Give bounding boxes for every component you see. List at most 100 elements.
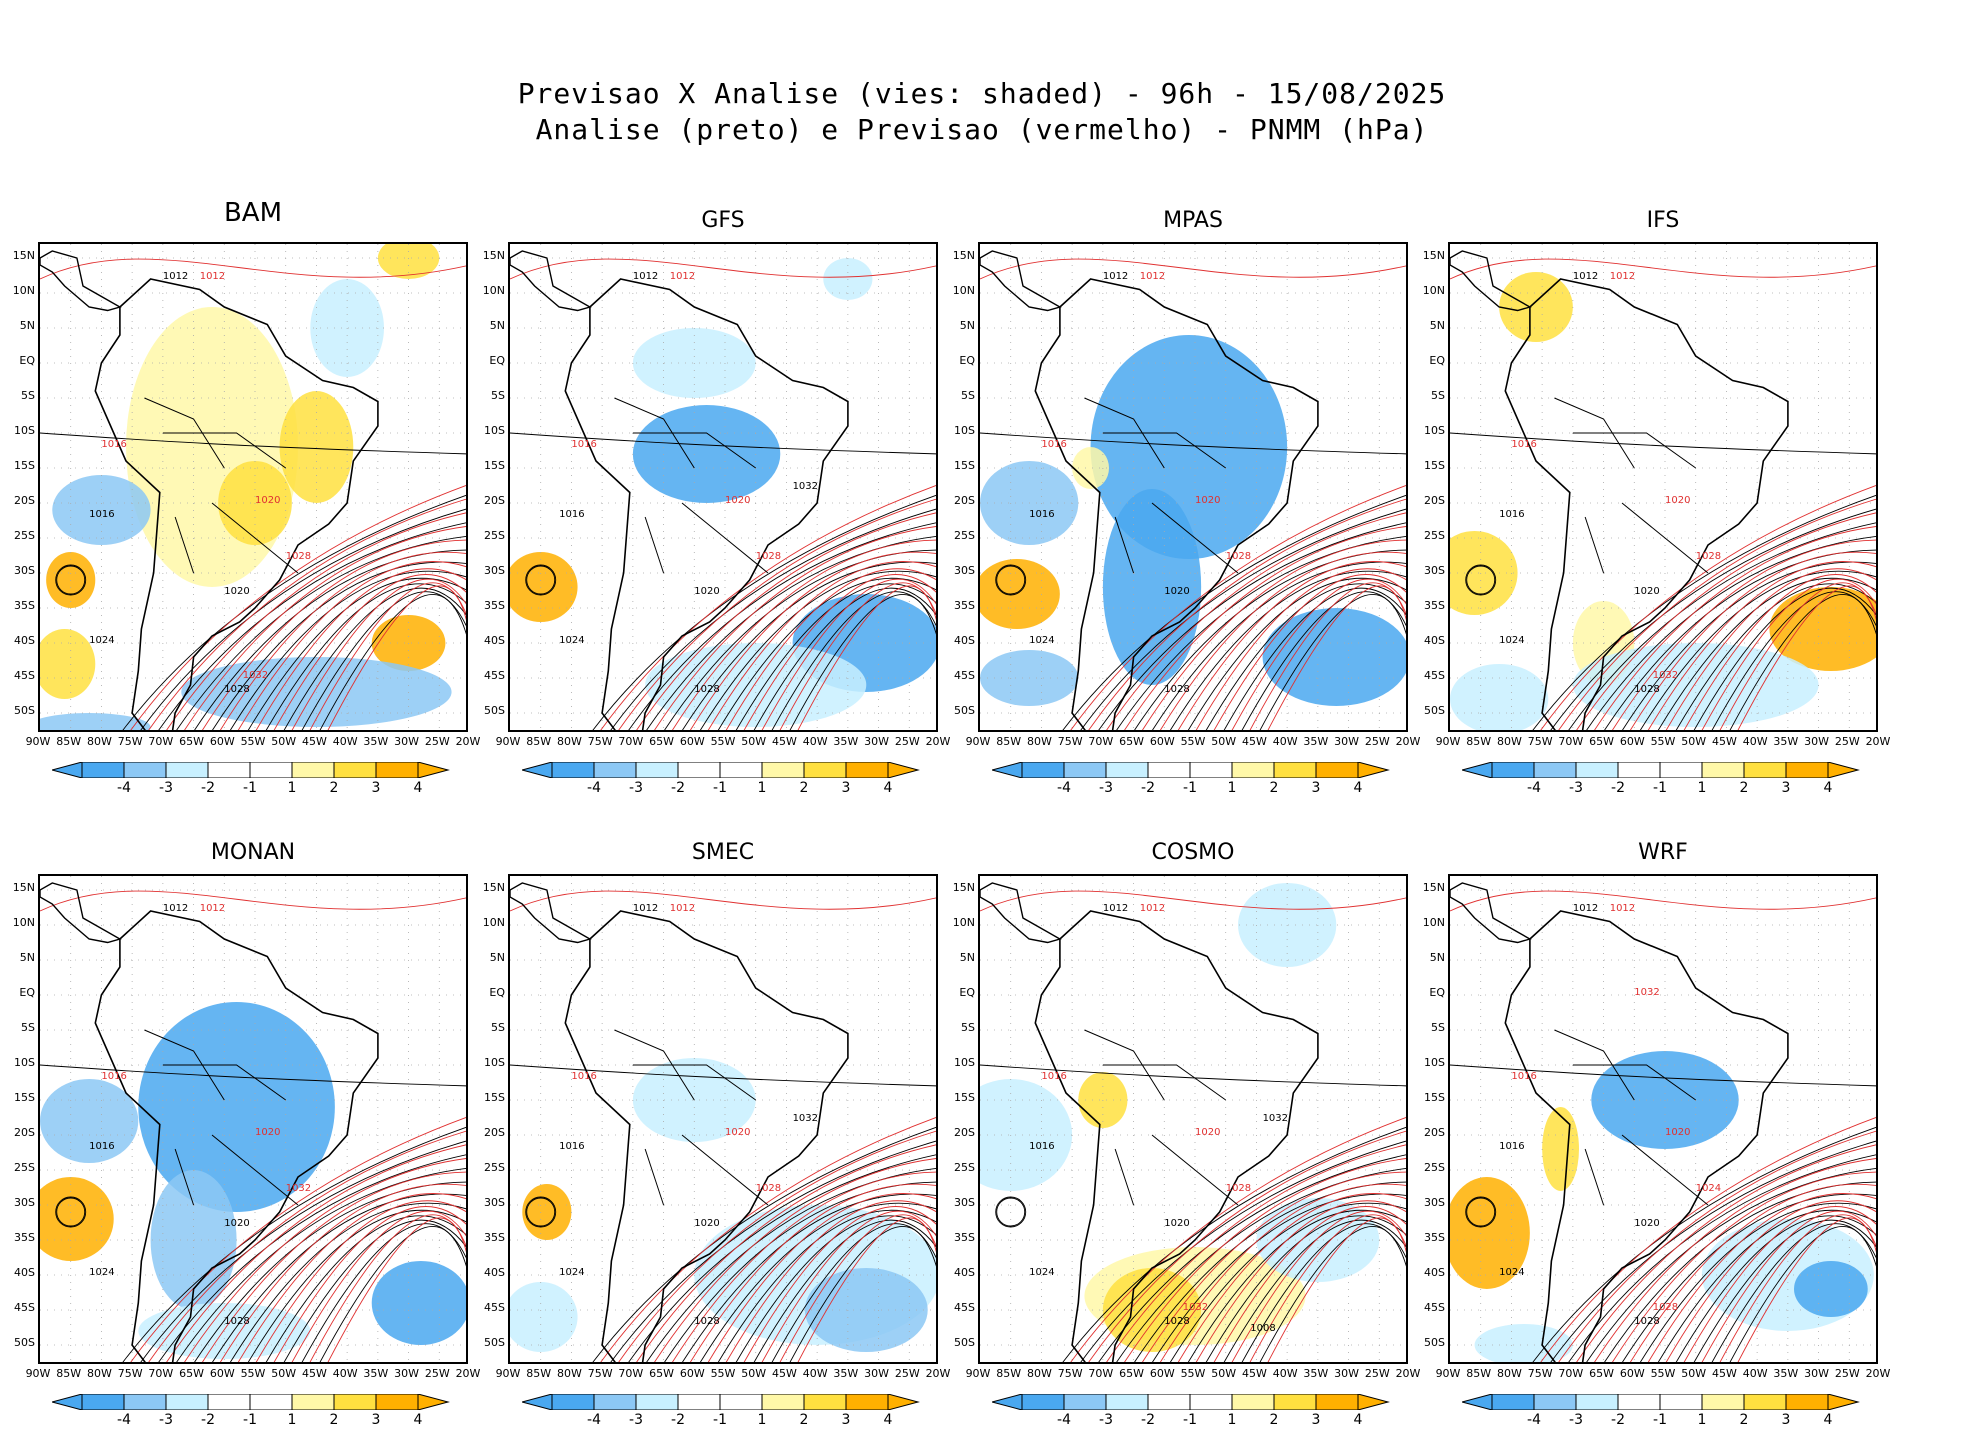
colorbar-arrow-right bbox=[1357, 1394, 1390, 1410]
analysis-contour-label: 1024 bbox=[1499, 1267, 1524, 1278]
colorbar-arrow-left bbox=[52, 762, 83, 778]
colorbar-label: -1 bbox=[713, 780, 727, 796]
colorbar-segment bbox=[1659, 762, 1703, 778]
colorbar-segment bbox=[1231, 1394, 1275, 1410]
forecast-isobar bbox=[761, 578, 936, 730]
forecast-isobar bbox=[202, 1171, 466, 1362]
lon-tick-label: 80W bbox=[1496, 1367, 1522, 1380]
lat-tick-label: 15S bbox=[1424, 1091, 1445, 1104]
lon-tick-label: 80W bbox=[1496, 735, 1522, 748]
analysis-contour-label: 1024 bbox=[559, 1267, 584, 1278]
lon-tick-label: 60W bbox=[1619, 735, 1645, 748]
lat-tick-label: 10S bbox=[954, 424, 975, 437]
colorbar-segment bbox=[1315, 762, 1359, 778]
analysis-isobar bbox=[55, 564, 87, 596]
lat-tick-label: 25S bbox=[954, 1161, 975, 1174]
analysis-isobar bbox=[682, 561, 936, 730]
analysis-isobar bbox=[176, 1168, 466, 1362]
lon-tick-label: 20W bbox=[1865, 735, 1891, 748]
colorbar-segment bbox=[1659, 1394, 1703, 1410]
colorbar-segment bbox=[677, 762, 721, 778]
lat-tick-label: 5N bbox=[959, 951, 975, 964]
colorbar-segment bbox=[1701, 762, 1745, 778]
country-border bbox=[1151, 502, 1239, 574]
country-border bbox=[614, 1029, 695, 1101]
lat-tick-label: 45S bbox=[14, 669, 35, 682]
colorbar-label: -4 bbox=[1057, 780, 1071, 796]
lon-tick-label: 35W bbox=[1303, 1367, 1329, 1380]
forecast-isobar bbox=[980, 258, 1406, 280]
colorbar-segment bbox=[207, 762, 251, 778]
panel-title: GFS bbox=[701, 208, 745, 233]
analysis-contour-label: 1012 bbox=[633, 903, 658, 914]
lat-tick-label: 5N bbox=[959, 319, 975, 332]
lon-tick-label: 35W bbox=[1773, 735, 1799, 748]
colorbar-label: -4 bbox=[587, 780, 601, 796]
colorbar-segment bbox=[165, 1394, 209, 1410]
lat-tick-label: 10N bbox=[12, 916, 35, 929]
lat-tick-label: 50S bbox=[14, 704, 35, 717]
lat-tick-label: 40S bbox=[14, 1266, 35, 1279]
panel-title: BAM bbox=[223, 198, 283, 228]
lon-tick-label: 65W bbox=[179, 1367, 204, 1380]
bias-shading bbox=[1474, 1324, 1573, 1362]
lon-tick-label: 20W bbox=[1395, 1367, 1421, 1380]
lon-tick-label: 20W bbox=[925, 735, 951, 748]
lat-tick-label: 10N bbox=[482, 284, 505, 297]
south-america-coastline bbox=[1504, 910, 1789, 1362]
colorbar bbox=[992, 1394, 1390, 1410]
lat-tick-label: 45S bbox=[954, 669, 975, 682]
analysis-contour-label: 1020 bbox=[694, 586, 719, 597]
forecast-contour-label: 1012 bbox=[1140, 271, 1165, 282]
forecast-isobar bbox=[273, 574, 466, 730]
lat-tick-label: EQ bbox=[489, 354, 505, 367]
colorbar-segment bbox=[375, 1394, 419, 1410]
analysis-isobar bbox=[610, 508, 936, 730]
map-frame: 1012 1016 1020 1024 1028 1012 1016 1020 1032 bbox=[38, 874, 468, 1364]
colorbar-label: -1 bbox=[713, 1412, 727, 1428]
analysis-contour-label: 1032 bbox=[793, 1113, 818, 1124]
lat-tick-label: 45S bbox=[14, 1301, 35, 1314]
lon-tick-label: 65W bbox=[649, 735, 674, 748]
forecast-isobar bbox=[291, 578, 466, 730]
lon-tick-label: 70W bbox=[1088, 735, 1114, 748]
analysis-isobar bbox=[526, 565, 556, 595]
analysis-isobar bbox=[771, 591, 936, 730]
title-line-1: Previsao X Analise (vies: shaded) - 96h … bbox=[517, 77, 1447, 110]
colorbar-segment bbox=[845, 762, 889, 778]
colorbar-label: -2 bbox=[671, 1412, 685, 1428]
lat-tick-label: EQ bbox=[1429, 354, 1445, 367]
analysis-contour-label: 1028 bbox=[694, 1316, 719, 1327]
lat-tick-label: 45S bbox=[954, 1301, 975, 1314]
colorbar-arrow-left bbox=[522, 762, 553, 778]
analysis-contour-label: 1020 bbox=[1164, 586, 1189, 597]
analysis-isobar bbox=[1693, 1219, 1876, 1362]
forecast-isobar bbox=[1576, 512, 1876, 730]
colorbar-segment bbox=[1785, 762, 1829, 778]
colorbar-label: 2 bbox=[1269, 1412, 1279, 1428]
lat-tick-label: 35S bbox=[484, 599, 505, 612]
forecast-isobar bbox=[618, 498, 936, 730]
lon-tick-label: 20W bbox=[455, 735, 481, 748]
forecast-isobar bbox=[1267, 585, 1406, 730]
forecast-contour-label: 1020 bbox=[1195, 1127, 1220, 1138]
panel-bam: BAM 15N 10N 5N EQ 5S 10S 15S 20S 25S 30S 35S 40S 45S 5… bbox=[2, 200, 481, 808]
lat-tick-label: 40S bbox=[1424, 1266, 1445, 1279]
colorbar-label: 4 bbox=[1823, 780, 1833, 796]
colorbar bbox=[52, 762, 450, 778]
colorbar-segment bbox=[1273, 762, 1317, 778]
analysis-isobar bbox=[1639, 570, 1876, 730]
lat-tick-label: 15S bbox=[954, 459, 975, 472]
analysis-isobar bbox=[735, 1215, 936, 1362]
analysis-isobar bbox=[699, 570, 936, 730]
lat-tick-label: 10S bbox=[1424, 424, 1445, 437]
country-border bbox=[1584, 1148, 1605, 1206]
lon-tick-label: 65W bbox=[1119, 1367, 1144, 1380]
forecast-isobar bbox=[273, 1206, 466, 1362]
lat-tick-label: 10N bbox=[1422, 916, 1445, 929]
analysis-isobar bbox=[265, 1215, 466, 1362]
lon-tick-label: 55W bbox=[1650, 735, 1676, 748]
forecast-isobar bbox=[510, 890, 936, 912]
analysis-isobar bbox=[56, 1197, 86, 1227]
forecast-contour-label: 1028 bbox=[756, 551, 781, 562]
